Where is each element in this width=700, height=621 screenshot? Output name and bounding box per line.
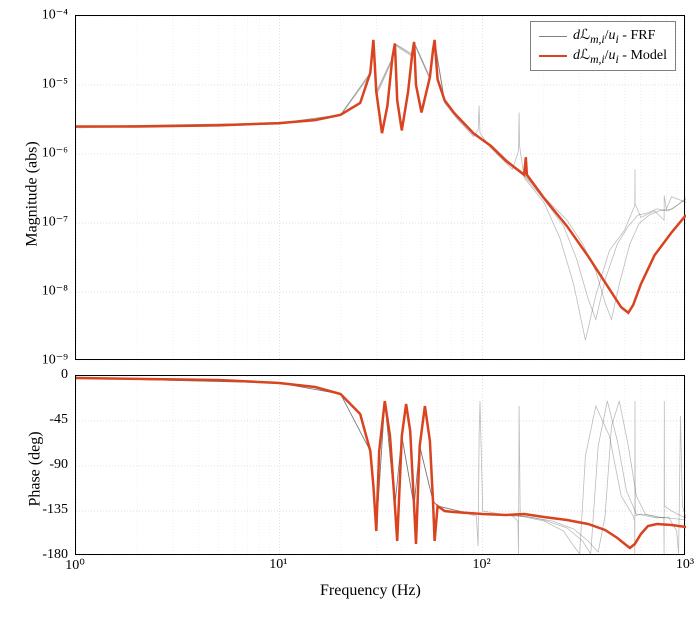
legend-item-frf: dℒm,i/ui - FRF — [539, 26, 667, 46]
magnitude-panel: dℒm,i/ui - FRF dℒm,i/ui - Model — [75, 15, 685, 360]
ylabel-phase: Phase (deg) — [27, 431, 45, 506]
phase-plot — [76, 376, 686, 556]
ytick-mag: 10⁻⁵ — [42, 76, 68, 93]
ytick-mag: 10⁻⁷ — [42, 214, 68, 231]
legend-label-model: dℒm,i/ui - Model — [573, 47, 667, 66]
ytick-phase: -180 — [42, 547, 68, 563]
ytick-mag: 10⁻⁸ — [42, 283, 68, 300]
xtick: 10¹ — [269, 557, 287, 573]
ytick-phase: -90 — [49, 457, 68, 473]
bode-figure: dℒm,i/ui - FRF dℒm,i/ui - Model 10⁻⁹ 10⁻⁸… — [0, 0, 700, 621]
ytick-phase: -135 — [42, 502, 68, 518]
legend-swatch-model — [539, 55, 567, 58]
ytick-mag: 10⁻⁶ — [42, 145, 68, 162]
xtick: 10² — [473, 557, 491, 573]
legend-label-frf: dℒm,i/ui - FRF — [573, 27, 655, 46]
legend-item-model: dℒm,i/ui - Model — [539, 46, 667, 66]
xtick: 10³ — [676, 557, 694, 573]
xtick: 10⁰ — [65, 557, 85, 574]
ytick-phase: -45 — [49, 412, 68, 428]
ytick-phase: 0 — [61, 367, 68, 383]
ytick-mag: 10⁻⁴ — [42, 7, 68, 24]
legend-swatch-frf — [539, 36, 567, 37]
xlabel: Frequency (Hz) — [320, 582, 421, 600]
legend-box: dℒm,i/ui - FRF dℒm,i/ui - Model — [530, 21, 676, 71]
ylabel-magnitude: Magnitude (abs) — [24, 141, 42, 246]
phase-panel — [75, 375, 685, 555]
ytick-mag: 10⁻⁹ — [42, 352, 68, 369]
